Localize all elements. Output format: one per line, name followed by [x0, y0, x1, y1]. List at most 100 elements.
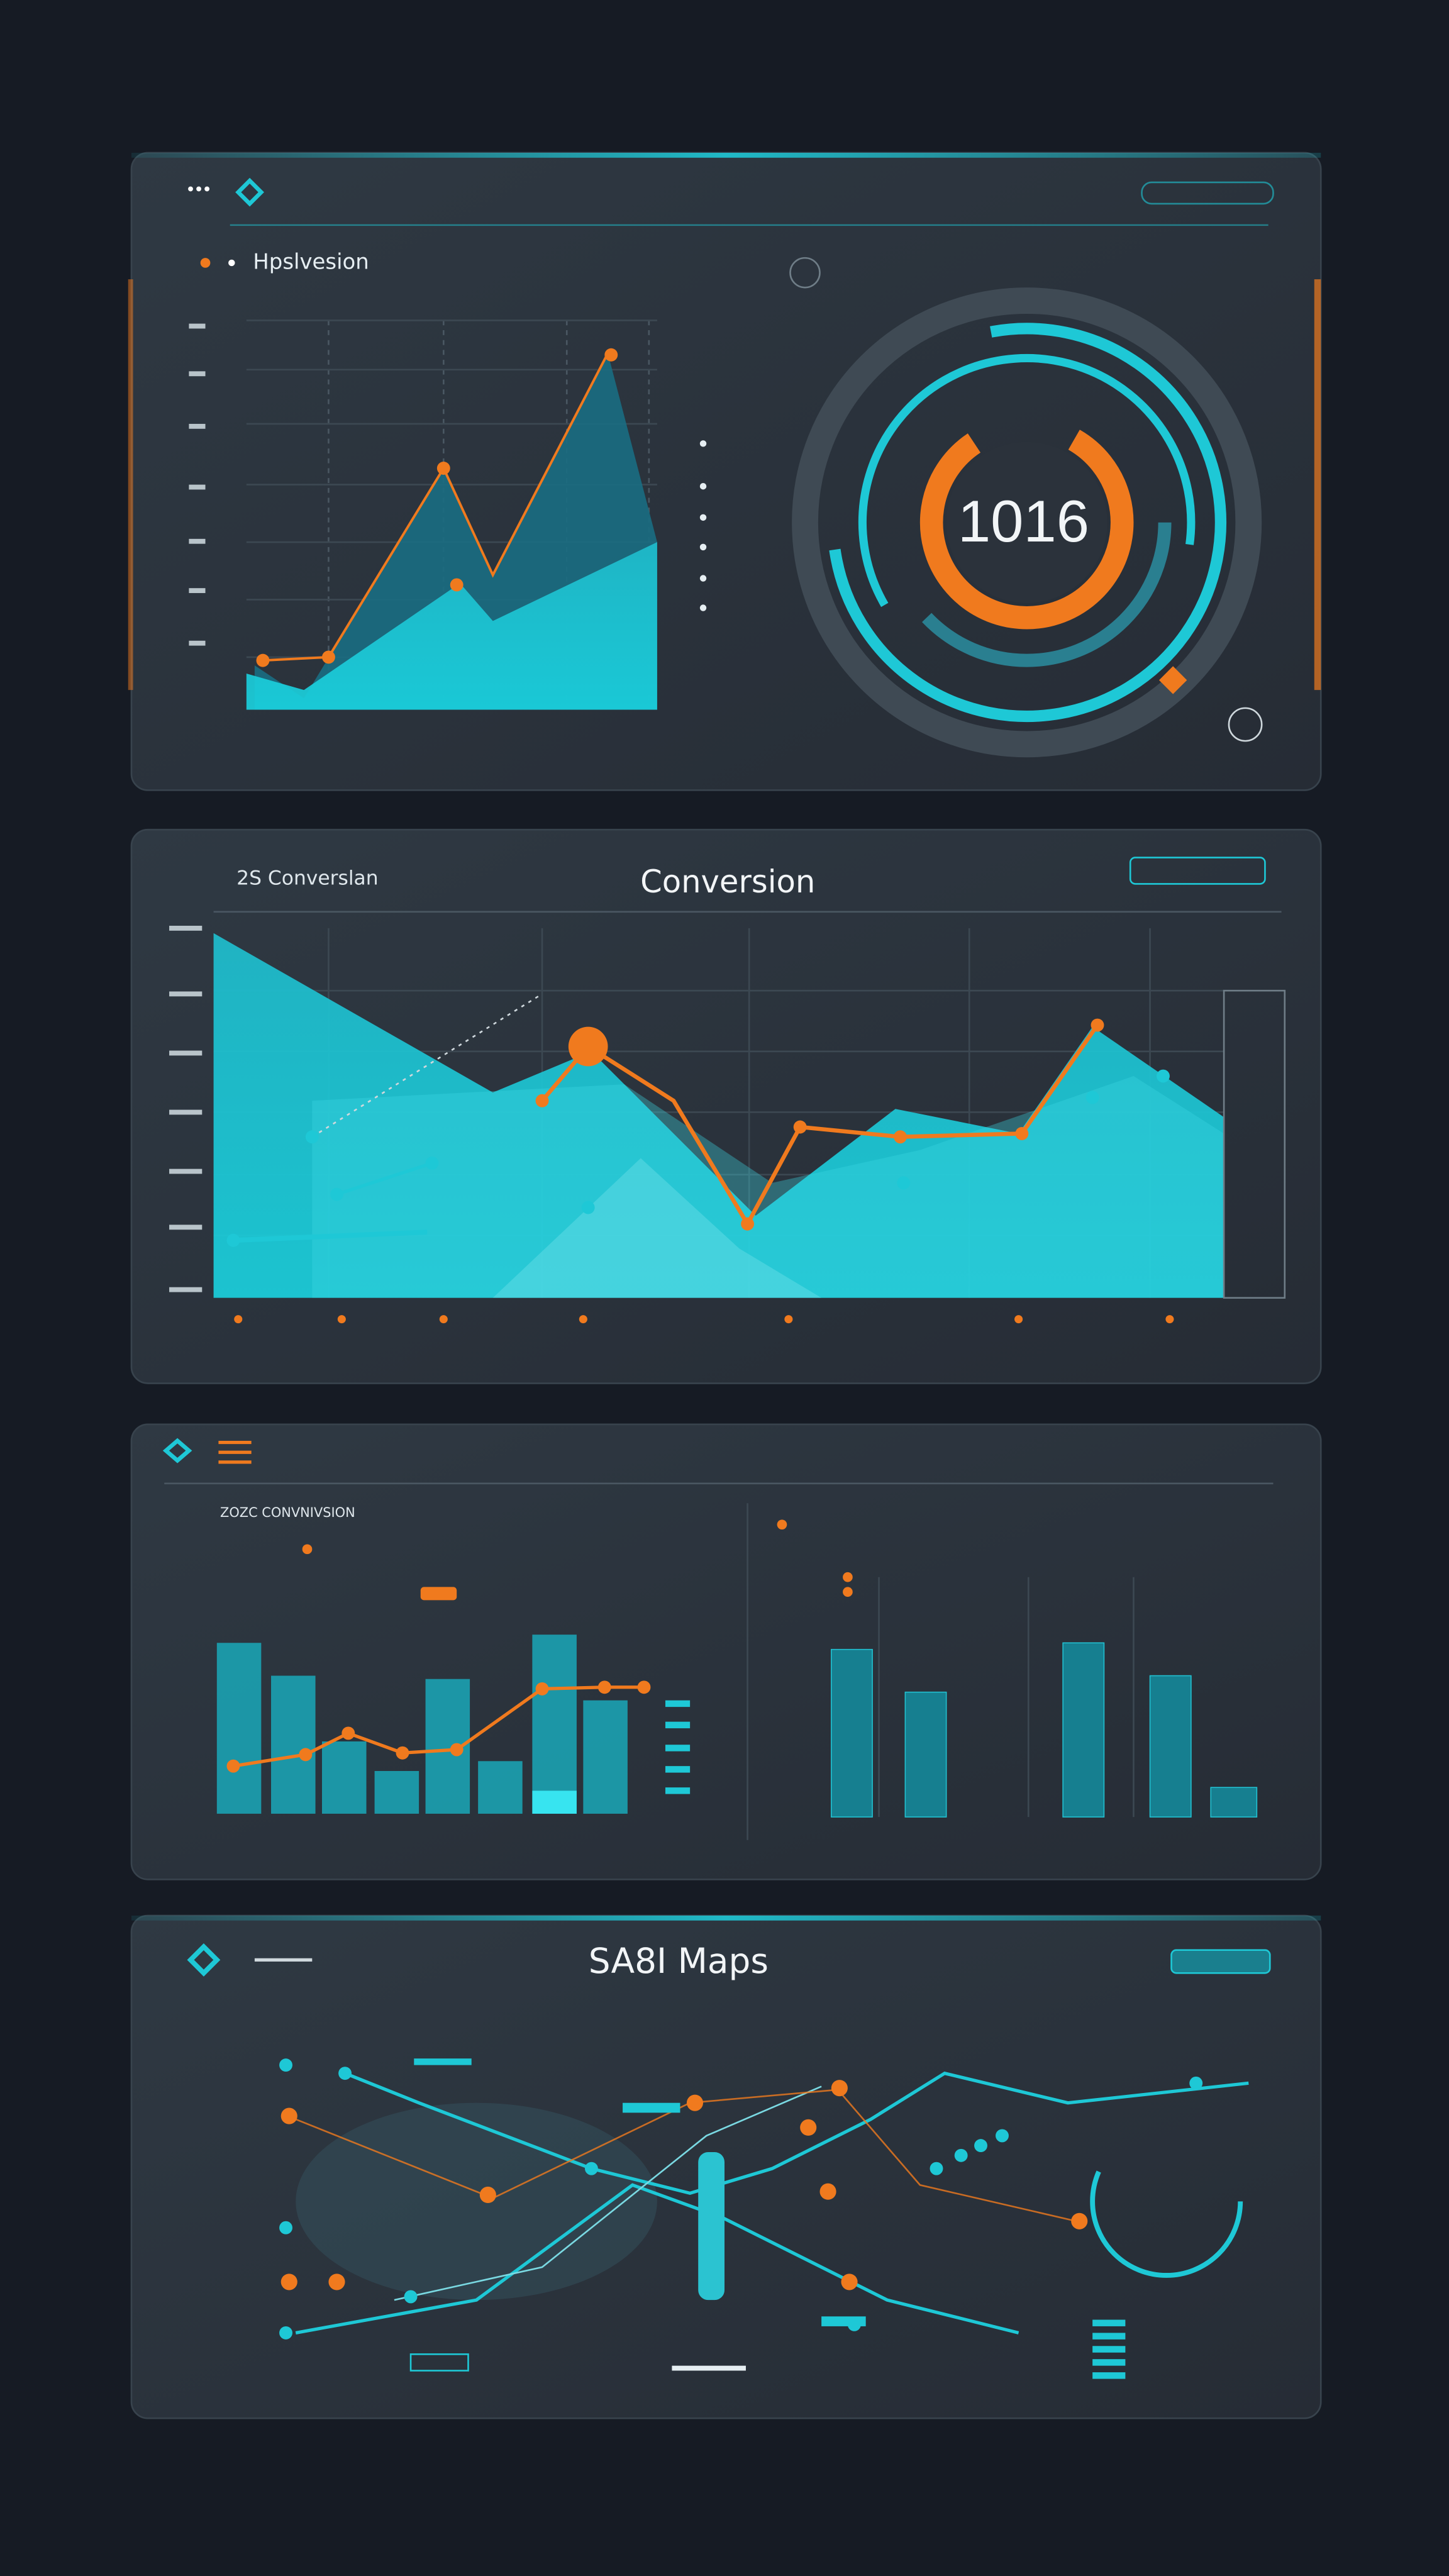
dot — [302, 1544, 313, 1555]
dot — [341, 1726, 355, 1740]
legend-chip — [665, 1787, 691, 1794]
dot — [699, 483, 707, 490]
dot — [228, 259, 235, 267]
dot — [200, 258, 211, 268]
hub — [698, 2152, 724, 2301]
dot — [597, 1680, 611, 1694]
dot — [439, 1315, 448, 1324]
axis-tick — [189, 423, 206, 429]
dot — [1189, 2076, 1203, 2090]
gauge-core — [946, 441, 1108, 603]
dot — [954, 2148, 968, 2162]
panel-glow — [131, 1915, 1321, 1921]
gauge-ring — [919, 415, 1134, 630]
dot — [784, 1315, 793, 1324]
area — [492, 1158, 822, 1298]
gauge-ring — [882, 377, 1172, 667]
dot — [322, 650, 335, 664]
dot — [280, 2273, 297, 2290]
dot — [897, 1176, 911, 1190]
dot — [256, 653, 270, 667]
axis-tick — [189, 371, 206, 377]
bar — [1149, 1675, 1192, 1818]
button — [1129, 857, 1266, 885]
area — [246, 542, 657, 710]
dot — [568, 1026, 608, 1067]
dot — [196, 186, 201, 192]
logo — [187, 1943, 221, 1977]
dot — [330, 1187, 343, 1201]
area — [213, 933, 1224, 1298]
dot — [234, 1315, 243, 1324]
dot — [974, 2139, 987, 2153]
legend-chip — [1092, 2359, 1126, 2366]
logo — [162, 1438, 192, 1463]
bar — [478, 1761, 523, 1814]
bar — [1210, 1787, 1258, 1818]
dot — [686, 2094, 704, 2111]
panel-title: SA8I Maps — [589, 1941, 769, 1981]
dot — [777, 1519, 787, 1530]
axis-tick — [189, 484, 206, 490]
tag — [414, 2058, 472, 2065]
line — [233, 1685, 644, 1768]
axis-tick — [169, 1287, 203, 1292]
axis-tick — [189, 640, 206, 646]
network — [295, 2183, 1019, 2334]
dot — [338, 2067, 352, 2080]
tag — [821, 2316, 866, 2326]
dot — [1157, 1069, 1170, 1083]
dot — [843, 1572, 853, 1582]
legend-chip — [665, 1700, 691, 1707]
search-box — [1141, 181, 1274, 205]
bar — [904, 1691, 947, 1818]
dot — [450, 578, 464, 592]
dot — [226, 1233, 240, 1247]
legend-chip — [665, 1766, 691, 1773]
legend-chip — [1092, 2372, 1126, 2379]
gauge-ring — [827, 323, 1227, 723]
dot — [841, 2273, 858, 2290]
dot — [279, 2326, 292, 2340]
axis-tick — [189, 588, 206, 594]
axis-tick — [169, 1109, 203, 1115]
dot — [581, 1201, 595, 1214]
axis-tick — [169, 1169, 203, 1174]
network — [394, 2085, 822, 2301]
dot — [819, 2183, 836, 2200]
tag — [623, 2102, 680, 2113]
bar — [374, 1771, 419, 1814]
bar — [532, 1635, 577, 1814]
network — [344, 2071, 1249, 2196]
accent — [1314, 279, 1321, 691]
axis-tick — [169, 1050, 203, 1056]
dot — [996, 2129, 1009, 2143]
line — [233, 1230, 428, 1243]
dot — [604, 348, 618, 362]
dot — [396, 1746, 409, 1760]
dot — [699, 543, 707, 551]
dot — [337, 1315, 346, 1324]
dot — [279, 2058, 292, 2072]
dot — [305, 1130, 319, 1144]
dot — [1091, 1018, 1104, 1032]
dot — [930, 2162, 943, 2175]
bar — [583, 1700, 628, 1814]
axis-tick — [189, 323, 206, 329]
dot — [741, 1217, 755, 1231]
bar — [322, 1741, 367, 1814]
line — [336, 1161, 433, 1196]
dot — [800, 2119, 817, 2136]
dot — [328, 2273, 345, 2290]
axis-tick — [169, 1224, 203, 1230]
dot — [280, 2107, 297, 2124]
legend-chip — [665, 1721, 691, 1729]
dot — [699, 440, 707, 447]
dot — [535, 1682, 549, 1696]
bar — [1062, 1642, 1105, 1818]
panel-label: 2S Converslan — [236, 867, 378, 890]
dot — [1165, 1315, 1174, 1324]
dot — [436, 462, 450, 475]
